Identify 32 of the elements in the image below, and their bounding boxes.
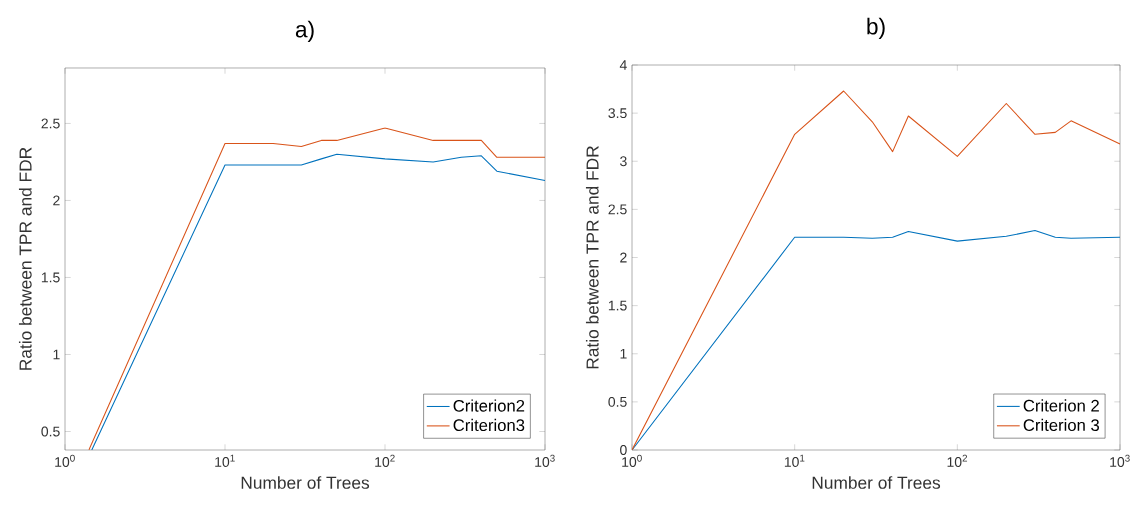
x-tick-label: 10$^{3}$: [535, 454, 555, 467]
legend-label: Criterion2: [453, 399, 525, 412]
y-tick-label: 3.5: [608, 108, 627, 119]
y-tick-label: 2: [53, 195, 60, 206]
x-tick-label: 10$^{2}$: [947, 454, 968, 467]
y-tick-label: 0: [620, 445, 627, 455]
legend-label: Criterion 3: [1023, 418, 1099, 432]
y-tick-label: 4: [619, 60, 627, 70]
y-tick-label: 1.5: [608, 300, 627, 311]
y-tick-label: 2: [620, 252, 627, 263]
y-tick-label: 0.5: [41, 426, 60, 437]
y-tick-label: 1: [53, 349, 60, 360]
x-axis-title: Number of Trees: [812, 476, 941, 489]
x-tick-label: 10$^{2}$: [375, 454, 395, 467]
y-tick-label: 2.5: [41, 118, 60, 129]
x-tick-label: 10$^{1}$: [784, 454, 805, 467]
y-axis-title: Ratio between TPR and FDR: [585, 146, 599, 369]
y-tick-label: 1.5: [41, 272, 60, 283]
x-tick-label: 10$^{3}$: [1110, 454, 1130, 467]
chart-title: b): [867, 17, 885, 39]
x-tick-label: 10$^{0}$: [622, 454, 642, 467]
y-axis-title: Ratio between TPR and FDR: [18, 147, 32, 370]
y-tick-label: 0.5: [608, 396, 627, 407]
chart-title: a): [295, 20, 314, 42]
legend-label: Criterion 2: [1023, 399, 1099, 412]
legend-label: Criterion3: [453, 418, 525, 432]
y-tick-label: 1: [620, 348, 627, 359]
y-tick-label: 3: [620, 156, 627, 167]
x-axis-title: Number of Trees: [241, 476, 370, 489]
x-tick-label: 10$^{1}$: [215, 454, 235, 467]
x-tick-label: 10$^{0}$: [55, 454, 75, 467]
y-tick-label: 2.5: [608, 204, 627, 215]
